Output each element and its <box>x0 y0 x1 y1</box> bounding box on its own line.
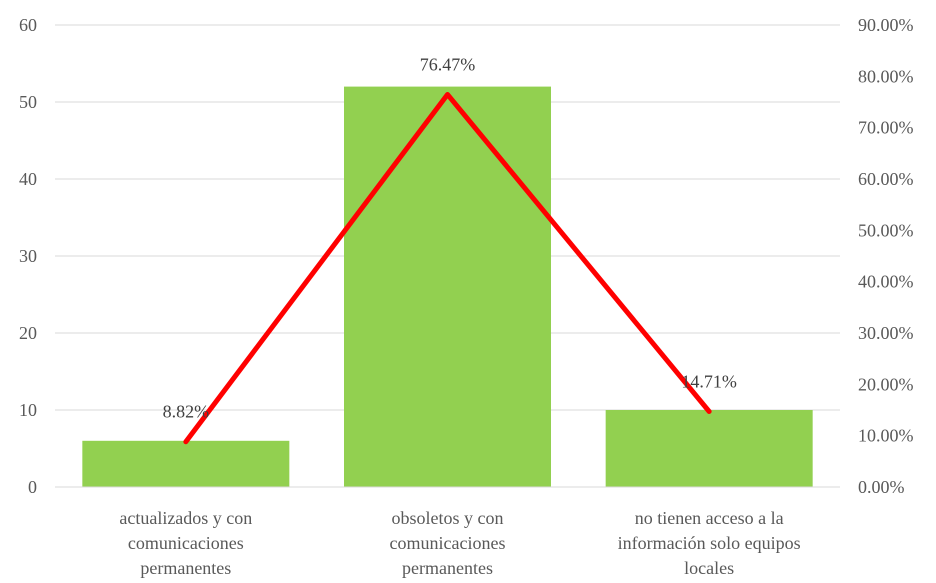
axes: 0 10 20 30 40 50 60 0.00% 10.00% 20.00% 30.00% 40.0… <box>19 15 914 578</box>
y-right-tick-label: 80.00% <box>858 66 914 86</box>
y-left-tick-label: 50 <box>19 92 37 112</box>
data-label: 76.47% <box>420 54 476 74</box>
category-label: obsoletos y con comunicaciones permanentes <box>390 508 506 578</box>
bar <box>605 410 813 487</box>
y-right-tick-label: 0.00% <box>858 477 905 497</box>
y-left-tick-label: 0 <box>28 477 37 497</box>
bars <box>82 86 813 487</box>
category-label: actualizados y con comunicaciones permanen… <box>119 508 252 578</box>
y-right-tick-label: 90.00% <box>858 15 914 35</box>
y-right-tick-label: 20.00% <box>858 374 914 394</box>
y-right-tick-label: 40.00% <box>858 272 914 292</box>
bar <box>344 86 551 487</box>
percentage-line <box>183 91 712 445</box>
y-right-tick-label: 60.00% <box>858 169 914 189</box>
data-label: 14.71% <box>681 371 737 391</box>
category-label: no tienen acceso a la información solo eq… <box>618 508 801 578</box>
y-right-tick-label: 70.00% <box>858 118 914 138</box>
y-left-tick-label: 60 <box>19 15 37 35</box>
y-right-tick-label: 50.00% <box>858 220 914 240</box>
labels: 8.82% 76.47% 14.71% <box>163 54 737 421</box>
data-label: 8.82% <box>163 402 210 422</box>
y-left-tick-label: 10 <box>19 400 37 420</box>
y-right-tick-label: 10.00% <box>858 426 914 446</box>
bar <box>82 440 290 487</box>
y-left-tick-label: 30 <box>19 246 37 266</box>
y-left-tick-label: 20 <box>19 323 37 343</box>
y-left-tick-label: 40 <box>19 169 37 189</box>
y-right-tick-label: 30.00% <box>858 323 914 343</box>
percentage-series-line <box>183 91 712 445</box>
